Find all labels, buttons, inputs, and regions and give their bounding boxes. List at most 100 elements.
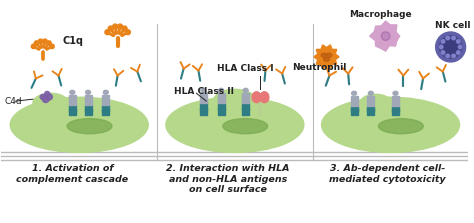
Bar	[218, 103, 220, 115]
Circle shape	[446, 54, 449, 58]
Ellipse shape	[67, 119, 112, 134]
Ellipse shape	[201, 88, 206, 92]
Bar	[218, 108, 225, 110]
Bar	[102, 95, 105, 105]
Text: Neutrophil: Neutrophil	[292, 63, 347, 72]
Bar	[85, 105, 88, 115]
Ellipse shape	[223, 119, 268, 134]
Bar	[106, 105, 109, 115]
Bar	[242, 108, 249, 110]
Bar	[221, 103, 225, 115]
Ellipse shape	[166, 97, 304, 152]
Ellipse shape	[368, 91, 374, 95]
Bar	[73, 95, 76, 105]
Circle shape	[45, 91, 50, 97]
Bar	[204, 103, 207, 115]
Bar	[351, 109, 357, 111]
Bar	[246, 103, 249, 115]
Bar	[367, 109, 374, 111]
Circle shape	[122, 26, 127, 31]
Bar	[69, 105, 72, 115]
Ellipse shape	[382, 32, 390, 40]
Ellipse shape	[383, 33, 388, 39]
Circle shape	[43, 39, 47, 43]
Circle shape	[34, 41, 39, 45]
Text: HLA Class II: HLA Class II	[174, 87, 234, 96]
Ellipse shape	[243, 88, 248, 92]
Polygon shape	[370, 21, 400, 51]
Circle shape	[452, 54, 455, 58]
Circle shape	[40, 94, 46, 99]
Bar	[218, 93, 220, 103]
Circle shape	[452, 36, 455, 40]
Bar	[85, 95, 88, 105]
Bar	[355, 105, 357, 115]
Ellipse shape	[324, 55, 329, 59]
Text: 1. Activation of
complement cascade: 1. Activation of complement cascade	[16, 164, 128, 184]
Bar	[102, 105, 105, 115]
Circle shape	[439, 45, 443, 49]
Circle shape	[31, 44, 36, 49]
Polygon shape	[314, 45, 339, 69]
Bar	[69, 109, 76, 111]
Ellipse shape	[360, 94, 392, 112]
Circle shape	[50, 44, 54, 49]
Ellipse shape	[326, 53, 332, 57]
Bar	[367, 96, 370, 105]
Ellipse shape	[321, 53, 327, 57]
Bar	[200, 93, 203, 103]
Ellipse shape	[324, 57, 329, 61]
Ellipse shape	[321, 97, 459, 152]
Circle shape	[458, 45, 462, 49]
Circle shape	[436, 32, 465, 62]
Bar	[392, 105, 395, 115]
Bar	[200, 108, 207, 110]
Circle shape	[439, 36, 462, 58]
Bar	[242, 103, 245, 115]
Text: NK cell: NK cell	[435, 21, 470, 30]
Bar	[392, 109, 399, 111]
Bar	[246, 93, 249, 103]
Ellipse shape	[219, 88, 224, 92]
Bar	[102, 109, 109, 111]
Circle shape	[126, 30, 130, 35]
Ellipse shape	[103, 90, 108, 94]
Circle shape	[118, 24, 123, 29]
Circle shape	[113, 24, 118, 29]
Ellipse shape	[378, 119, 423, 134]
Text: C1q: C1q	[63, 36, 83, 46]
Bar	[89, 105, 91, 115]
Ellipse shape	[352, 91, 356, 95]
Bar	[204, 93, 207, 103]
Circle shape	[456, 51, 460, 54]
Text: Macrophage: Macrophage	[349, 10, 412, 19]
Bar	[371, 105, 374, 115]
Ellipse shape	[252, 92, 261, 103]
Ellipse shape	[70, 90, 75, 94]
Ellipse shape	[393, 91, 398, 95]
Circle shape	[108, 26, 113, 31]
Bar	[69, 95, 72, 105]
Text: 3. Ab-dependent cell-
mediated cytotoxicity: 3. Ab-dependent cell- mediated cytotoxic…	[329, 164, 446, 184]
Bar	[396, 105, 399, 115]
Bar	[106, 95, 109, 105]
Circle shape	[441, 40, 445, 43]
Ellipse shape	[33, 93, 68, 113]
Bar	[221, 93, 225, 103]
Circle shape	[441, 51, 445, 54]
Bar	[200, 103, 203, 115]
Bar	[351, 105, 354, 115]
Bar	[351, 96, 354, 105]
Circle shape	[46, 94, 52, 100]
Bar	[367, 105, 370, 115]
Bar	[242, 93, 245, 103]
Bar	[73, 105, 76, 115]
Circle shape	[47, 41, 51, 45]
Text: 2. Interaction with HLA
and non-HLA antigens
on cell surface: 2. Interaction with HLA and non-HLA anti…	[166, 164, 290, 194]
Circle shape	[105, 30, 110, 35]
Bar	[396, 96, 399, 105]
Circle shape	[443, 39, 458, 54]
Bar	[355, 96, 357, 105]
Bar	[85, 109, 91, 111]
Ellipse shape	[213, 89, 256, 113]
